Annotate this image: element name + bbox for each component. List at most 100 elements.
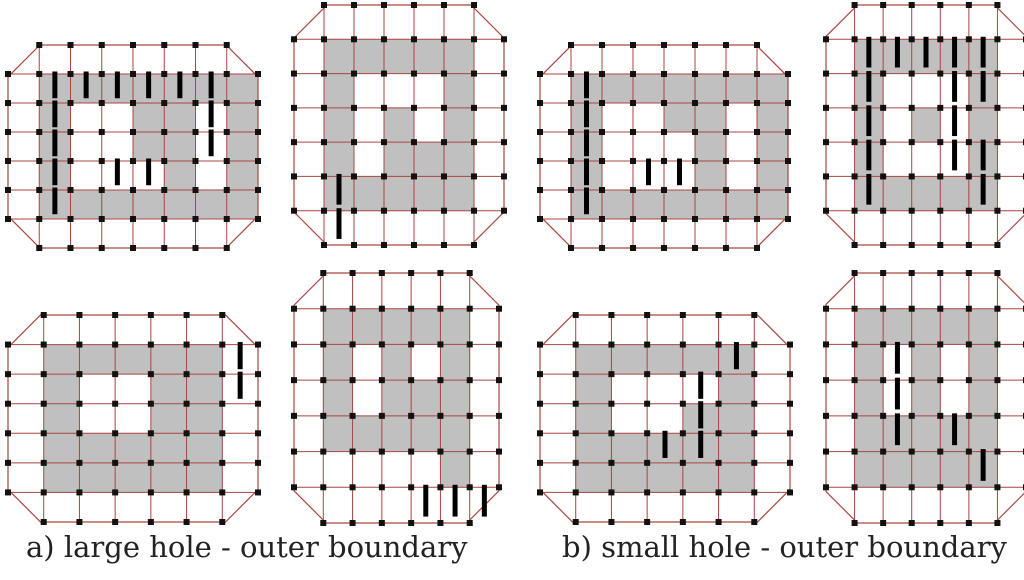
region-cell — [647, 344, 684, 375]
grid-node — [219, 489, 226, 496]
panel-a-top-right — [291, 2, 507, 248]
grid-node — [130, 158, 136, 164]
grid-node — [537, 459, 543, 466]
grid-node — [36, 158, 43, 164]
region-cell — [682, 462, 719, 493]
region-cell — [854, 344, 884, 381]
grid-node — [937, 36, 944, 43]
grid-node — [255, 187, 261, 193]
region-cell — [440, 451, 471, 488]
panel-a-bottom-right — [291, 270, 502, 526]
grid-node — [349, 377, 356, 384]
grid-node — [965, 270, 972, 276]
grid-node — [715, 400, 722, 407]
grid-node — [67, 216, 74, 222]
grid-node — [723, 187, 729, 193]
grid-node — [965, 36, 972, 43]
grid-node — [291, 104, 297, 111]
grid-node — [644, 341, 651, 348]
grid-node — [5, 71, 11, 77]
region-cell — [602, 190, 634, 220]
grid-node — [147, 489, 154, 496]
grid-node — [965, 412, 972, 419]
grid-node — [937, 104, 944, 111]
grid-node — [291, 305, 297, 312]
region-cell — [323, 415, 353, 452]
region-cell — [757, 74, 789, 104]
grid-node — [787, 459, 793, 466]
grid-node — [441, 70, 447, 77]
grid-node — [723, 245, 729, 251]
region-cell — [186, 462, 223, 493]
grid-node — [76, 459, 83, 466]
grid-node — [130, 187, 136, 193]
grid-node — [994, 341, 1001, 348]
grid-node — [147, 312, 154, 318]
grid-node — [67, 71, 74, 77]
region-cell — [115, 462, 152, 493]
grid-node — [823, 139, 829, 146]
grid-node — [192, 129, 199, 135]
region-cell — [664, 74, 696, 104]
region-cell — [695, 103, 727, 133]
grid-node — [321, 207, 327, 214]
grid-node — [471, 207, 477, 214]
grid-node — [787, 489, 793, 496]
grid-node — [378, 520, 385, 526]
grid-node — [321, 70, 327, 77]
region-cell — [968, 380, 998, 417]
grid-node — [349, 412, 356, 419]
grid-node — [599, 42, 605, 48]
grid-node — [994, 412, 1001, 419]
grid-node — [608, 400, 615, 407]
grid-node — [437, 412, 444, 419]
region-cell — [324, 73, 355, 109]
grid-node — [349, 448, 356, 455]
grid-node — [67, 100, 74, 106]
grid-node — [98, 245, 105, 251]
region-cell — [940, 451, 970, 488]
grid-node — [880, 448, 887, 455]
caption-a: a) large hole - outer boundary — [26, 530, 468, 564]
region-cell — [664, 190, 696, 220]
grid-node — [965, 520, 972, 526]
grid-node — [537, 129, 543, 135]
grid-node — [161, 187, 168, 193]
region-cell — [682, 344, 719, 375]
region-cell — [718, 433, 755, 464]
grid-node — [98, 42, 105, 48]
grid-node — [787, 341, 793, 348]
grid-node — [568, 216, 574, 222]
grid-node — [908, 412, 915, 419]
grid-node — [851, 270, 858, 276]
grid-node — [537, 341, 543, 348]
grid-node — [320, 412, 327, 419]
grid-node — [378, 270, 385, 276]
grid-node — [823, 484, 829, 491]
region-cell — [354, 39, 385, 74]
grid-node — [437, 341, 444, 348]
grid-node — [880, 305, 887, 312]
grid-node — [255, 489, 261, 496]
grid-node — [320, 484, 327, 491]
grid-node — [754, 100, 760, 106]
grid-node — [537, 400, 543, 407]
grid-node — [568, 71, 574, 77]
region-cell — [226, 132, 259, 162]
grid-node — [537, 216, 543, 222]
grid-node — [496, 377, 502, 384]
region-cell — [43, 462, 80, 493]
grid-node — [908, 305, 915, 312]
grid-node — [147, 459, 154, 466]
region-cell — [150, 462, 187, 493]
grid-node — [378, 484, 385, 491]
grid-node — [408, 520, 415, 526]
region-cell — [323, 344, 353, 381]
region-cell — [444, 176, 475, 212]
grid-node — [965, 305, 972, 312]
region-cell — [575, 403, 612, 434]
grid-node — [381, 139, 387, 146]
grid-node — [183, 371, 190, 378]
region-cell — [757, 190, 789, 220]
grid-node — [112, 519, 119, 525]
